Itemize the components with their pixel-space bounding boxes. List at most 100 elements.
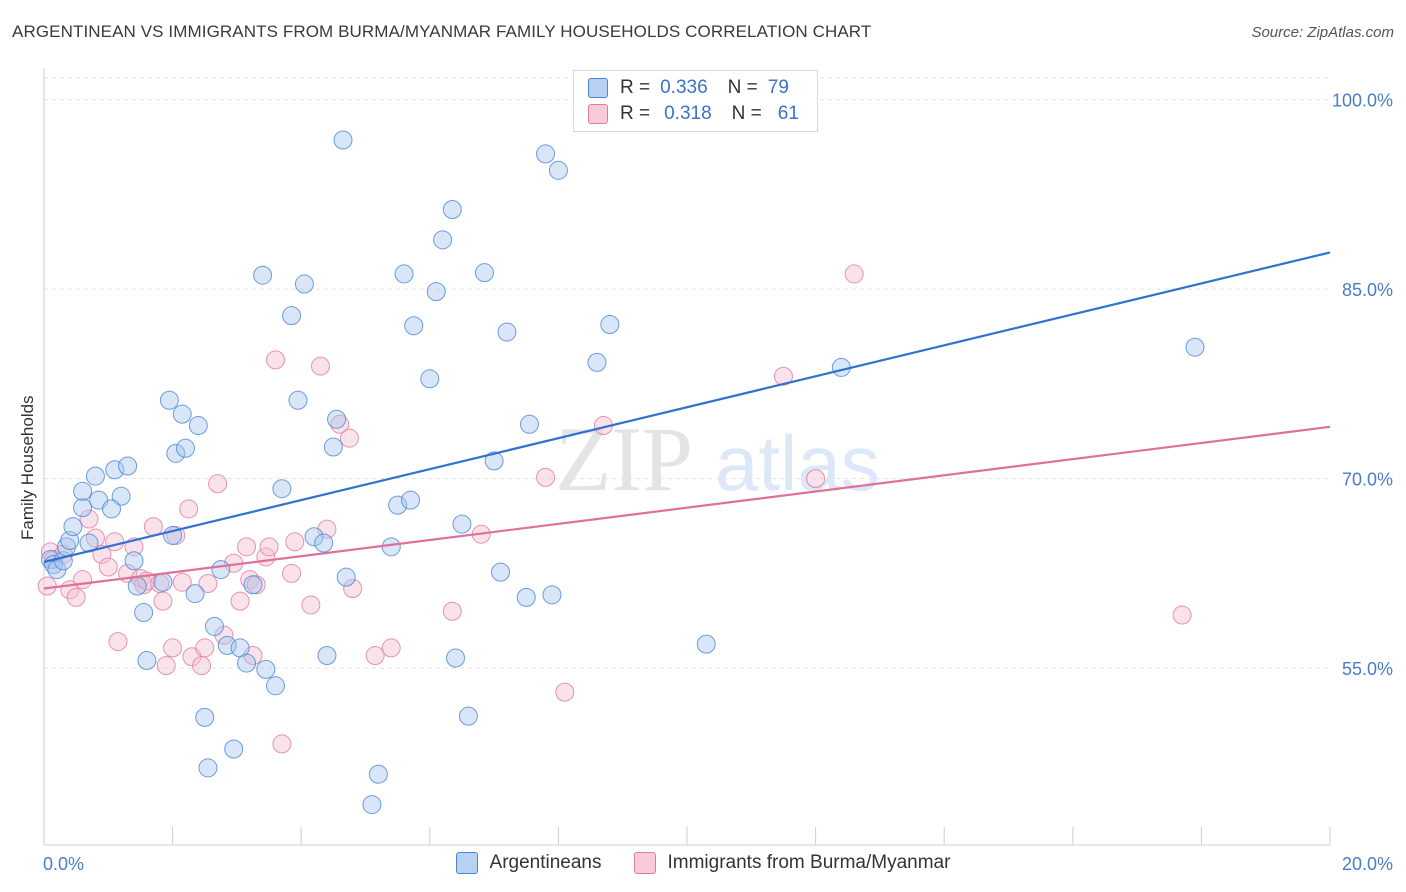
burma-point-54	[536, 467, 556, 487]
x-tick-label-min: 0.0%	[43, 854, 84, 874]
burma-point-39	[259, 537, 279, 557]
stats-legend-row-burma: R = 0.318 N = 61	[588, 102, 799, 126]
burma-point-10	[98, 557, 118, 577]
grid	[44, 77, 1330, 669]
argentineans-point-13	[111, 486, 131, 506]
burma-point-0	[37, 576, 57, 596]
burma-point-55	[555, 682, 575, 702]
burma-point-29	[198, 573, 218, 593]
r-label: R =	[620, 103, 651, 124]
argentineans-point-12	[105, 460, 125, 480]
burma-point-60	[1172, 605, 1192, 625]
argentineans-point-30	[204, 616, 224, 636]
argentineans-point-61	[442, 200, 462, 220]
argentineans-point-77	[831, 357, 851, 377]
y-tick-label-2: 70.0%	[1342, 470, 1393, 490]
r-value: 0.318	[664, 103, 712, 124]
r-label: R =	[620, 77, 651, 98]
argentineans-point-46	[317, 645, 337, 665]
argentineans-point-71	[536, 144, 556, 164]
legend-swatch-pink	[588, 104, 608, 124]
argentineans-point-37	[253, 265, 273, 285]
argentineans-point-48	[327, 409, 347, 429]
r-value: 0.336	[660, 77, 708, 98]
burma-point-48	[339, 428, 359, 448]
argentineans-point-44	[304, 527, 324, 547]
burma-point-7	[79, 509, 99, 529]
burma-point-18	[143, 517, 163, 537]
argentineans-point-51	[362, 795, 382, 815]
burma-point-42	[282, 563, 302, 583]
burma-point-20	[153, 591, 173, 611]
watermark-atlas: atlas	[715, 419, 880, 507]
argentineans-point-18	[134, 603, 154, 623]
argentineans-point-78	[1185, 337, 1205, 357]
n-label: N =	[731, 103, 762, 124]
burma-point-33	[230, 591, 250, 611]
legend-item-burma: Immigrants from Burma/Myanmar	[633, 852, 950, 874]
burma-point-58	[806, 469, 826, 489]
argentineans-point-40	[272, 479, 292, 499]
burma-point-11	[105, 532, 125, 552]
source-label: Source: ZipAtlas.com	[1251, 24, 1394, 41]
argentineans-point-36	[243, 575, 263, 595]
trend-lines	[43, 251, 1331, 590]
argentineans-point-63	[452, 514, 472, 534]
argentineans-point-73	[548, 160, 568, 180]
x-tick-label-max: 20.0%	[1342, 854, 1393, 874]
watermark: ZIP atlas	[555, 408, 880, 510]
argentineans-point-54	[388, 495, 408, 515]
stats-legend: R = 0.336 N = 79 R = 0.318 N = 61	[573, 70, 818, 132]
burma-point-57	[773, 366, 793, 386]
n-value: 79	[767, 77, 789, 98]
series-burma-points	[37, 264, 1192, 754]
argentineans-point-47	[323, 437, 343, 457]
argentineans-point-50	[336, 567, 356, 587]
argentineans-point-45	[314, 533, 334, 553]
burma-point-34	[237, 537, 257, 557]
argentineans-point-41	[282, 306, 302, 326]
legend-swatch-pink	[633, 852, 656, 874]
argentineans-point-59	[426, 282, 446, 302]
burma-point-52	[442, 601, 462, 621]
argentineans-point-67	[491, 562, 511, 582]
n-value: 61	[777, 103, 799, 124]
argentineans-point-68	[497, 322, 517, 342]
y-tick-label-1: 85.0%	[1342, 280, 1393, 300]
argentineans-point-16	[124, 551, 144, 571]
burma-point-27	[192, 656, 212, 676]
chart-title: ARGENTINEAN VS IMMIGRANTS FROM BURMA/MYA…	[12, 22, 872, 41]
trend-line-burma	[43, 425, 1331, 590]
argentineans-point-24	[172, 404, 192, 424]
burma-point-51	[381, 638, 401, 658]
series-argentineans-points	[40, 130, 1205, 815]
argentineans-point-7	[73, 498, 93, 518]
burma-point-24	[172, 572, 192, 592]
argentineans-point-62	[446, 648, 466, 668]
argentineans-point-29	[198, 758, 218, 778]
argentineans-point-33	[224, 739, 244, 759]
argentineans-point-70	[519, 414, 539, 434]
y-axis-label: Family Households	[18, 395, 37, 540]
axes	[43, 68, 1331, 846]
argentineans-point-64	[458, 706, 478, 726]
argentineans-point-60	[433, 230, 453, 250]
burma-point-59	[844, 264, 864, 284]
y-tick-labels: 100.0% 85.0% 70.0% 55.0%	[1332, 91, 1393, 680]
burma-point-35	[240, 570, 260, 590]
burma-point-5	[66, 587, 86, 607]
burma-point-41	[272, 734, 292, 754]
burma-point-12	[108, 632, 128, 652]
argentineans-point-53	[381, 537, 401, 557]
burma-point-44	[301, 595, 321, 615]
burma-point-30	[208, 474, 228, 494]
burma-point-47	[330, 414, 350, 434]
argentineans-point-65	[474, 263, 494, 283]
argentineans-point-42	[288, 390, 308, 410]
stats-legend-row-argentineans: R = 0.336 N = 79	[588, 76, 789, 100]
burma-point-8	[85, 528, 105, 548]
burma-point-28	[195, 638, 215, 658]
argentineans-point-23	[166, 443, 186, 463]
burma-point-25	[179, 499, 199, 519]
